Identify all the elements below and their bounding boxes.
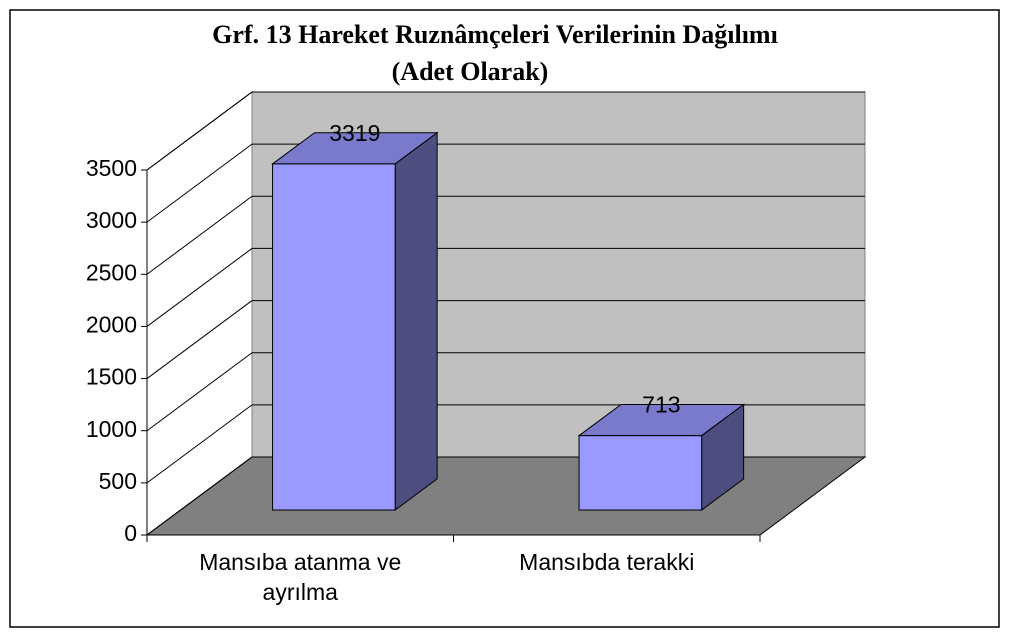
y-tick-label: 0: [124, 520, 137, 546]
grid-line: [146, 91, 253, 171]
y-tick-label: 2000: [86, 312, 137, 338]
y-tick-label: 2500: [86, 259, 137, 285]
y-tick-label: 1500: [86, 364, 137, 390]
bar: [578, 435, 703, 511]
y-tick-label: 3500: [86, 155, 137, 181]
grid-line: [146, 404, 253, 484]
grid-line: [146, 248, 253, 327]
grid-line: [146, 352, 253, 432]
bar-side: [394, 131, 438, 512]
x-tick-label: Mansıbda terakki: [519, 549, 695, 575]
x-tick-label: Mansıba atanma ve ayrılma: [199, 549, 402, 605]
y-tick-label: 1000: [86, 416, 137, 442]
grid-line: [146, 456, 253, 536]
data-label: 3319: [329, 120, 380, 146]
floor: [145, 456, 867, 536]
grid-line: [146, 195, 253, 275]
y-tick-label: 500: [99, 468, 137, 494]
grid-line: [146, 300, 253, 379]
chart-title: Grf. 13 Hareket Ruznâmçeleri Verilerinin…: [212, 20, 778, 49]
data-label: 713: [642, 392, 680, 418]
grid-line: [146, 143, 253, 223]
chart-subtitle: (Adet Olarak): [392, 57, 549, 86]
y-tick-label: 3000: [86, 207, 137, 233]
bar: [272, 163, 396, 511]
